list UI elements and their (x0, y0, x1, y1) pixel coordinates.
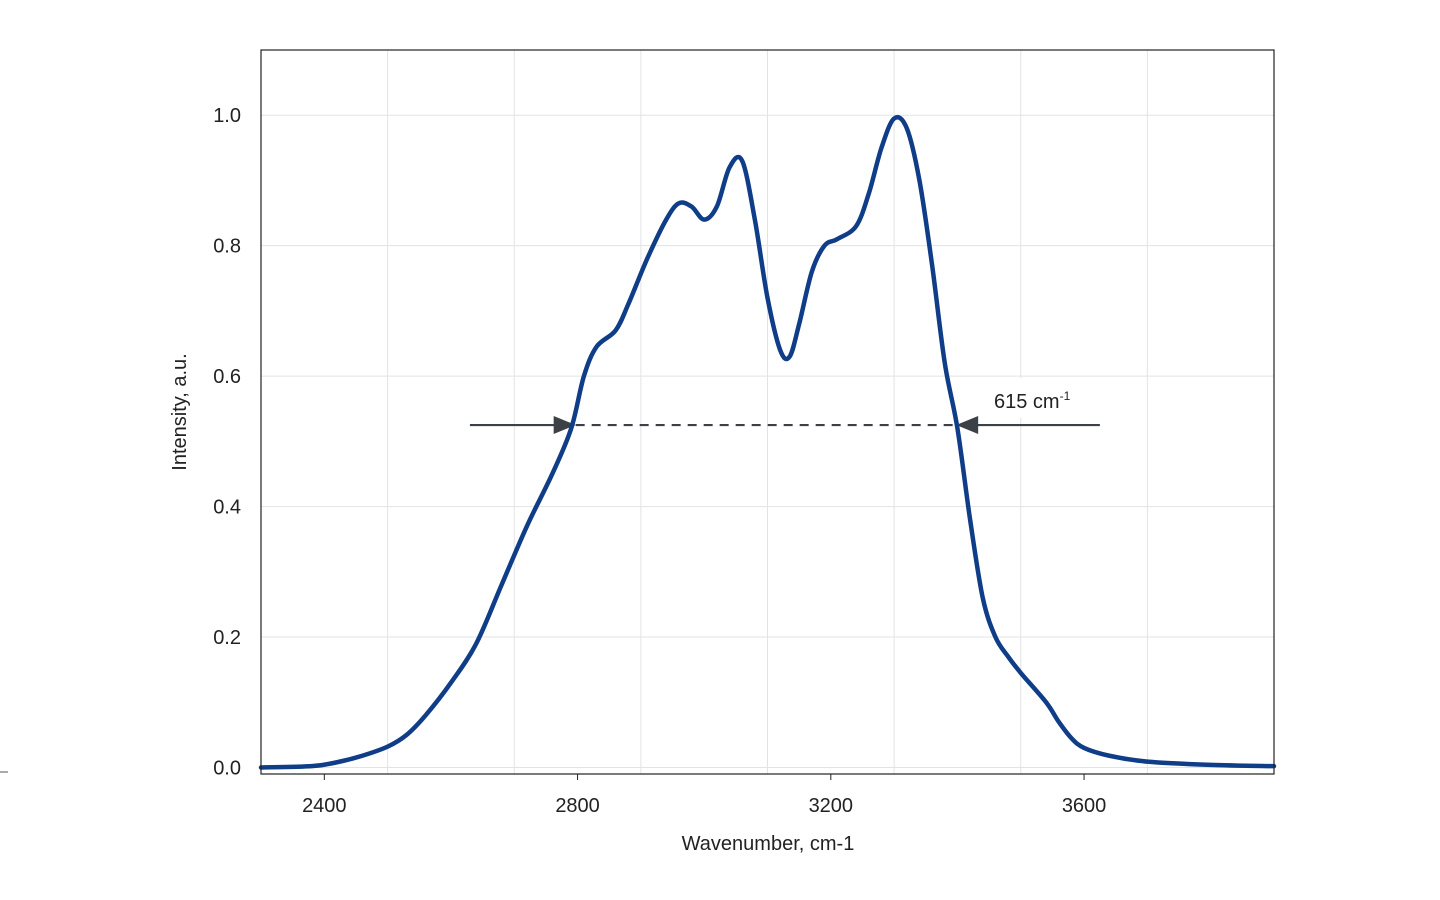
annotation-layer (469, 378, 1103, 435)
y-tick-label: 0.4 (213, 497, 241, 519)
x-tick-label: 3600 (1062, 795, 1107, 817)
y-axis-title: Intensity, a.u. (169, 353, 191, 470)
labels-layer: Wavenumber, cm-1 Intensity, a.u. 615 cm-… (169, 353, 1071, 855)
x-tick-label: 2400 (302, 795, 347, 817)
y-tick-label: 0.6 (213, 366, 241, 388)
fwhm-label-sup: -1 (1060, 389, 1071, 403)
series-layer (258, 114, 1277, 770)
y-tick-label: 0.2 (213, 627, 241, 649)
x-axis-title: Wavenumber, cm-1 (682, 833, 855, 855)
x-tick-label: 3200 (809, 795, 854, 817)
spectrum-line (258, 114, 1277, 770)
y-tick-label: 0.8 (213, 236, 241, 258)
plot-frame (260, 49, 1275, 775)
fwhm-right-arrowhead (956, 416, 979, 435)
axes-layer: 2400 2800 3200 3600 0.0 0.2 0.4 0.6 0.8 1.0 (0, 49, 1275, 817)
fwhm-label-background (975, 378, 1103, 418)
grid-layer (261, 50, 1275, 774)
fwhm-left-arrowhead (553, 416, 576, 435)
y-tick-label: 1.0 (213, 105, 241, 127)
x-tick-label: 2800 (555, 795, 600, 817)
y-tick-label: 0.0 (213, 757, 241, 779)
fwhm-label-main: 615 cm (994, 391, 1060, 413)
fwhm-label: 615 cm-1 (994, 389, 1071, 413)
